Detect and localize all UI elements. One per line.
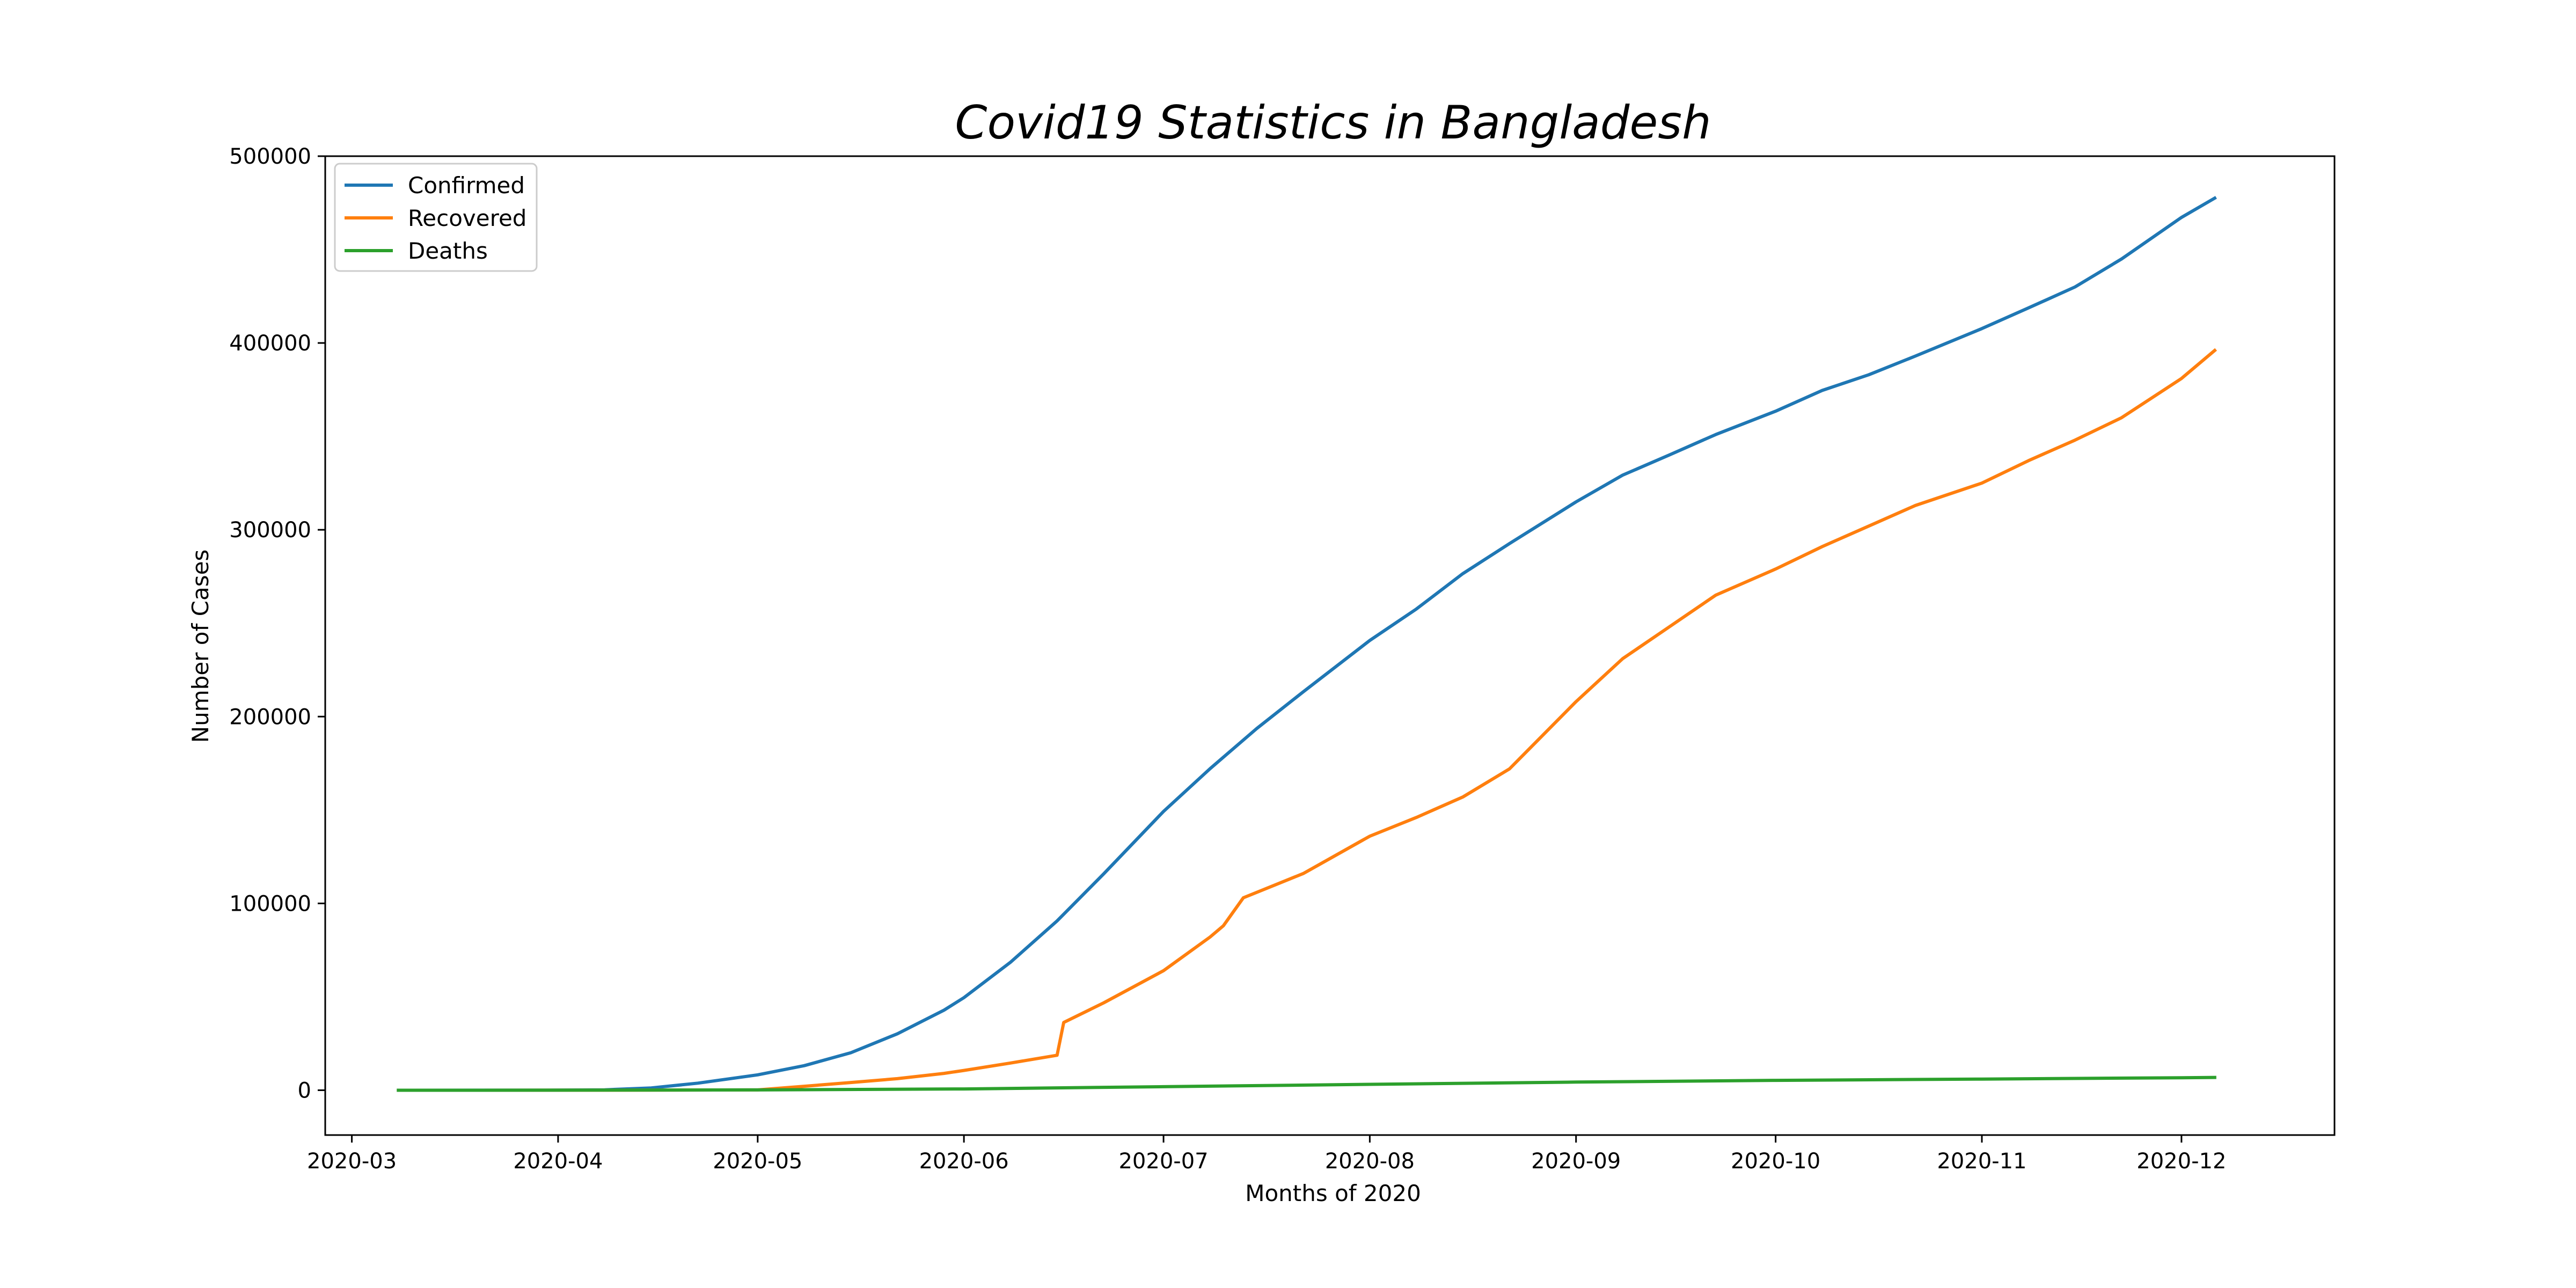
legend-box <box>334 163 538 272</box>
y-tick-label: 300000 <box>229 518 311 543</box>
x-tick-label: 2020-06 <box>919 1149 1009 1174</box>
x-tick-label: 2020-10 <box>1731 1149 1820 1174</box>
tick-layer: 2020-03 2020-04 2020-05 2020-06 2020-07 2020-… <box>229 144 2226 1174</box>
y-tick-label: 0 <box>298 1078 311 1103</box>
legend-label: Confirmed <box>408 172 525 199</box>
x-tick-label: 2020-12 <box>2136 1149 2226 1174</box>
chart-title: Covid19 Statistics in Bangladesh <box>955 96 1711 150</box>
legend-label: Deaths <box>408 238 488 264</box>
series-line-confirmed <box>397 196 2217 1092</box>
series-line-recovered <box>397 348 2218 1092</box>
x-tick-label: 2020-03 <box>307 1149 397 1174</box>
y-tick-label: 400000 <box>229 331 311 356</box>
series-line-deaths <box>397 1075 2216 1092</box>
y-tick-label: 200000 <box>229 705 311 729</box>
x-tick-label: 2020-04 <box>513 1149 603 1174</box>
legend-label: Recovered <box>408 205 526 231</box>
x-tick-label: 2020-08 <box>1325 1149 1415 1174</box>
plot-frame <box>324 155 2336 1136</box>
y-tick-label: 100000 <box>229 891 311 916</box>
y-axis-label: Number of Cases <box>187 550 214 743</box>
plot-layer <box>397 196 2218 1092</box>
x-tick-label: 2020-07 <box>1118 1149 1208 1174</box>
legend: Confirmed Recovered Deaths <box>334 163 538 272</box>
y-axis-label-group: Number of Cases <box>187 550 214 743</box>
x-tick-label: 2020-11 <box>1937 1149 2026 1174</box>
y-tick-label: 500000 <box>229 144 311 169</box>
x-axis-label: Months of 2020 <box>1245 1180 1421 1206</box>
x-tick-label: 2020-05 <box>713 1149 802 1174</box>
x-tick-label: 2020-09 <box>1531 1149 1621 1174</box>
